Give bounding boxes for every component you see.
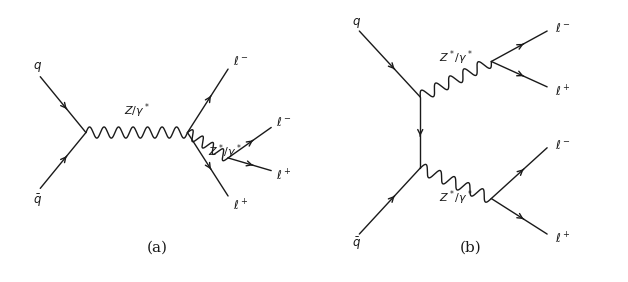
Text: $\ell^-$: $\ell^-$ [276,116,292,129]
Text: $Z^*/\gamma^*$: $Z^*/\gamma^*$ [439,48,473,67]
Text: $\ell^+$: $\ell^+$ [555,84,570,100]
Text: (a): (a) [146,240,168,254]
Text: $\bar{q}$: $\bar{q}$ [352,236,360,252]
Text: $\ell^-$: $\ell^-$ [233,55,249,68]
Text: $\ell^+$: $\ell^+$ [555,232,570,247]
Text: $\ell^-$: $\ell^-$ [555,22,570,35]
Text: $\ell^-$: $\ell^-$ [555,139,570,152]
Text: (b): (b) [460,240,482,254]
Text: $q$: $q$ [352,16,360,30]
Text: $Z^*/\gamma^*$: $Z^*/\gamma^*$ [208,143,242,161]
Text: $\ell^+$: $\ell^+$ [276,168,292,183]
Text: $\bar{q}$: $\bar{q}$ [33,193,41,209]
Text: $\ell^+$: $\ell^+$ [233,199,249,214]
Text: $Z/\gamma^*$: $Z/\gamma^*$ [124,101,149,120]
Text: $Z^*/\gamma^*$: $Z^*/\gamma^*$ [439,188,473,207]
Text: $q$: $q$ [33,60,41,74]
